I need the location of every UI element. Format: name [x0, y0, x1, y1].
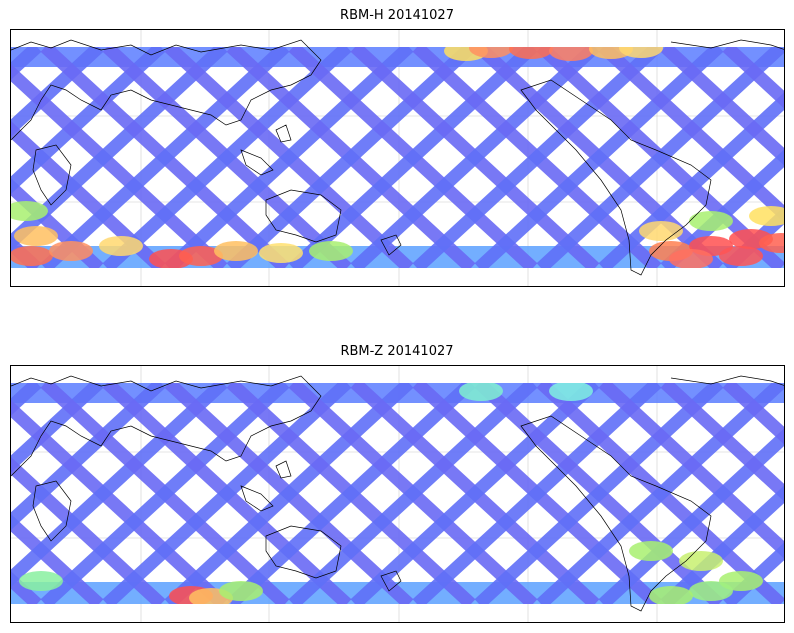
hotspot-20 — [719, 246, 763, 266]
hotspot-6 — [11, 201, 48, 221]
coastline-5 — [670, 39, 784, 50]
hotspot-5 — [619, 47, 663, 58]
coastlines — [11, 375, 784, 612]
hotspot-21 — [669, 249, 713, 268]
hotspot-23 — [689, 211, 733, 231]
coastline-6 — [240, 485, 274, 512]
hotspot-12 — [179, 246, 223, 266]
swath-coverage — [11, 383, 784, 604]
coastline-2 — [265, 525, 342, 579]
hotspot-2 — [509, 47, 553, 59]
coastline-2 — [265, 189, 342, 243]
map-canvas-rbm-z — [11, 366, 784, 622]
hotspot-3 — [629, 541, 673, 561]
coastline-0 — [11, 375, 322, 477]
hotspot-2 — [219, 581, 263, 601]
hotspot-14 — [259, 243, 303, 263]
map-canvas-rbm-h — [11, 30, 784, 286]
coastline-7 — [275, 124, 292, 143]
hotspot-8 — [19, 571, 63, 591]
hotspot-19 — [759, 233, 784, 253]
hotspot-4 — [679, 551, 723, 571]
map-rbm-z — [10, 365, 785, 623]
hotspot-13 — [214, 241, 258, 261]
hotspot-8 — [11, 246, 53, 266]
hotspot-1 — [469, 47, 513, 58]
hotspot-24 — [749, 206, 784, 226]
panel-title-rbm-z: RBM-Z 20141027 — [340, 344, 454, 359]
map-rbm-h — [10, 29, 785, 287]
hotspot-15 — [309, 241, 353, 261]
value-hotspots — [11, 47, 784, 268]
coastline-3 — [380, 234, 402, 256]
hotspot-9 — [49, 241, 93, 261]
hotspot-7 — [14, 226, 58, 246]
hotspot-10 — [549, 383, 593, 401]
coastline-0 — [11, 39, 322, 141]
coastline-1 — [32, 144, 72, 206]
hotspot-22 — [639, 221, 683, 241]
panel-title-rbm-h: RBM-H 20141027 — [340, 8, 454, 23]
coastline-4 — [520, 415, 712, 612]
hotspot-10 — [99, 236, 143, 256]
coastlines — [11, 39, 784, 276]
hotspot-6 — [689, 581, 733, 601]
coastline-3 — [380, 570, 402, 592]
coastline-5 — [670, 375, 784, 386]
hotspot-3 — [549, 47, 593, 61]
hotspot-7 — [649, 586, 693, 604]
coastline-4 — [520, 79, 712, 276]
hotspot-9 — [459, 383, 503, 401]
value-hotspots — [19, 383, 763, 604]
coastline-6 — [240, 149, 274, 176]
coastline-7 — [275, 460, 292, 479]
swath-coverage — [11, 47, 784, 268]
coastline-1 — [32, 480, 72, 542]
